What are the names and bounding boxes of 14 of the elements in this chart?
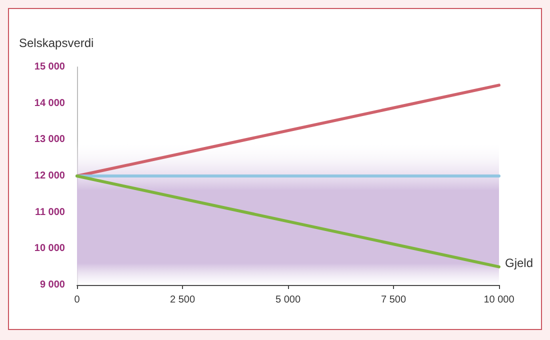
y-tick-label: 9 000: [40, 280, 66, 290]
x-tick-label: 0: [74, 294, 80, 306]
y-tick-label: 12 000: [34, 170, 66, 182]
y-axis-title: Selskapsverdi: [19, 36, 94, 50]
x-tick-label: 5 000: [275, 294, 301, 306]
y-tick-label: 13 000: [34, 134, 66, 146]
x-tick-label: 2 500: [170, 294, 196, 306]
y-tick-label: 15 000: [34, 62, 66, 72]
y-tick-label: 14 000: [34, 98, 66, 109]
x-tick-label: 10 000: [484, 294, 515, 306]
y-tick-label: 11 000: [34, 206, 66, 218]
x-axis-title: Gjeld: [505, 256, 534, 270]
y-tick-label: 10 000: [34, 243, 66, 254]
x-tick-label: 7 500: [380, 294, 406, 306]
